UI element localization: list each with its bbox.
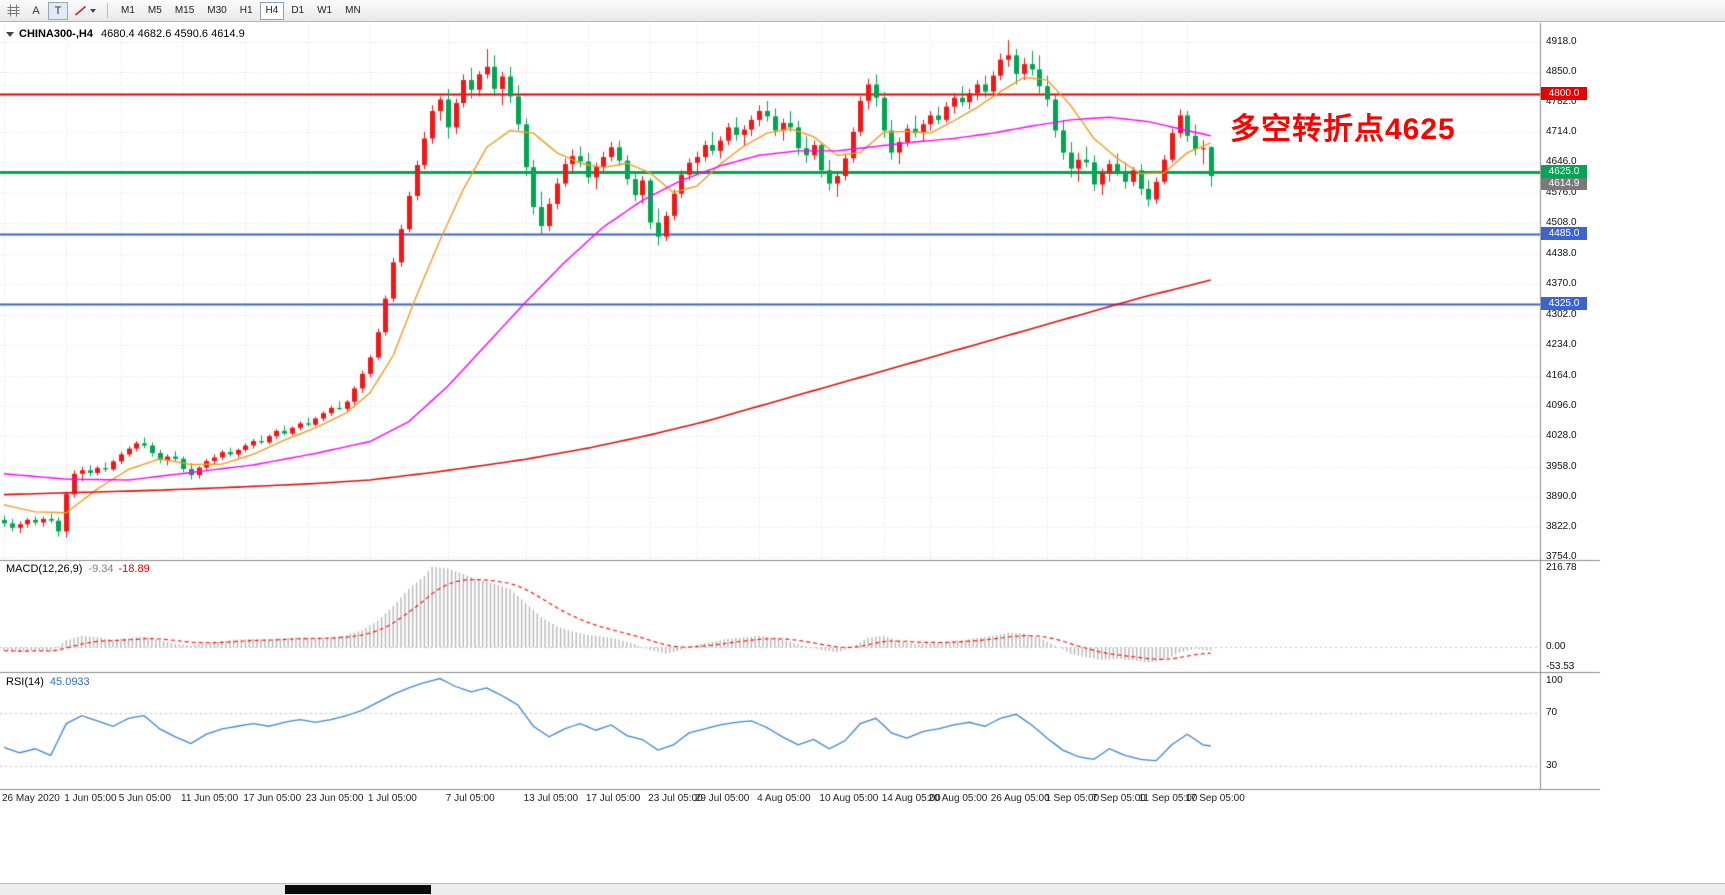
price-axis-label: 4096.0 [1546,399,1577,411]
text-tool-label: T [54,4,62,17]
time-axis-label: 1 Jul 05:00 [367,793,417,804]
time-axis-label: 29 Jul 05:00 [694,793,750,804]
ohlc-values: 4680.4 4682.6 4590.6 4614.9 [100,28,245,40]
timeframe-m5-button[interactable]: M5 [142,2,168,20]
symbol-collapse-icon[interactable] [6,32,14,37]
rsi-axis-label: 70 [1546,707,1558,718]
timeframe-d1-button[interactable]: D1 [285,2,310,20]
time-axis-label: 10 Aug 05:00 [819,793,879,804]
rsi-indicator-label: RSI(14) 45.0933 [6,676,90,688]
time-axis-label: 5 Jun 05:00 [118,793,172,804]
text-tool-button[interactable]: T [48,1,68,20]
price-axis-label: 3958.0 [1546,460,1577,472]
current-price-badge: 4614.9 [1541,177,1587,191]
time-axis-label: 1 Jun 05:00 [64,793,117,804]
time-axis-label: 17 Jul 05:00 [585,793,641,804]
time-axis-label: 14 Aug 05:00 [881,793,941,804]
grid-icon [7,4,20,17]
timeframe-m15-button[interactable]: M15 [169,2,200,20]
time-axis-label: 23 Jun 05:00 [305,793,364,804]
time-axis-label: 17 Jun 05:00 [243,793,302,804]
price-axis-label: 4508.0 [1546,217,1577,229]
time-axis-label: 26 Aug 05:00 [990,793,1050,804]
macd-axis-label: 0.00 [1546,641,1566,652]
price-axis-label: 4438.0 [1546,248,1577,260]
timeframe-m1-button[interactable]: M1 [115,2,141,20]
time-axis-label: 23 Jul 05:00 [648,793,703,804]
crosshair-tool-button[interactable] [3,2,24,20]
time-axis-label: 4 Aug 05:00 [757,793,811,804]
time-axis-label: 20 Aug 05:00 [928,793,988,804]
arrow-tool-button[interactable]: A [26,2,46,20]
time-axis-label: 17 Sep 05:00 [1185,793,1245,804]
price-axis-label: 4164.0 [1546,369,1577,381]
trendline-icon [75,5,86,16]
toolbar-separator [107,3,108,18]
price-axis-label: 3822.0 [1546,520,1577,532]
rsi-axis-label: 100 [1546,675,1563,686]
rsi-value: 45.0933 [49,676,90,688]
price-axis-label: 3890.0 [1546,490,1577,502]
price-line-badge: 4485.0 [1541,226,1587,240]
price-axis-label: 4576.0 [1546,187,1577,199]
timeframe-group: M1 M5 M15 M30 H1 H4 D1 W1 MN [115,1,367,20]
price-axis-label: 4370.0 [1546,278,1577,290]
price-axis-label: 3754.0 [1546,551,1577,562]
price-axis-label: 4782.0 [1546,96,1577,108]
price-annotation: 多空转折点4625 [1230,113,1456,146]
price-axis-label: 4234.0 [1546,338,1577,350]
time-axis-label: 11 Jun 05:00 [181,793,239,804]
main-toolbar: A T M1 M5 M15 M30 H1 H4 D1 W1 MN [0,0,1725,22]
macd-signal-value: -18.89 [118,563,150,575]
dropdown-arrow-icon [90,8,96,13]
macd-indicator-label: MACD(12,26,9) -9.34 -18.89 [6,563,150,575]
price-line-badge: 4625.0 [1541,164,1587,178]
macd-main-value: -9.34 [88,563,114,575]
rsi-axis-label: 30 [1546,760,1558,771]
timeframe-h4-button[interactable]: H4 [259,1,285,20]
time-axis-label: 11 Sep 05:00 [1138,793,1198,804]
price-axis-label: 4646.0 [1546,156,1577,168]
chart-title: CHINA300-,H4 4680.4 4682.6 4590.6 4614.9 [6,28,245,40]
time-axis-label: 26 May 2020 [2,793,60,804]
price-line-badge: 4325.0 [1541,297,1587,311]
timeframe-mn-button[interactable]: MN [339,2,367,20]
scrollbar-thumb[interactable] [285,885,431,894]
rsi-name: RSI(14) [6,676,44,688]
time-axis-label: 7 Sep 05:00 [1091,793,1146,804]
macd-name: MACD(12,26,9) [6,563,83,575]
shapes-tool-button[interactable] [70,2,100,20]
macd-axis-label: -53.53 [1546,661,1575,672]
time-axis-label: 1 Sep 05:00 [1045,793,1100,804]
price-line-badge: 4800.0 [1541,87,1587,101]
macd-axis-label: 216.78 [1546,562,1577,573]
price-axis-label: 4028.0 [1546,429,1577,441]
price-axis-label: 4302.0 [1546,308,1577,320]
timeframe-w1-button[interactable]: W1 [311,2,338,20]
arrow-tool-label: A [32,4,40,17]
time-axis-label: 7 Jul 05:00 [445,793,495,804]
timeframe-m30-button[interactable]: M30 [201,2,232,20]
price-axis-label: 4714.0 [1546,126,1577,138]
symbol-timeframe-label: CHINA300-,H4 [19,28,93,40]
time-axis-label: 13 Jul 05:00 [523,793,579,804]
horizontal-scrollbar[interactable] [0,883,1725,895]
price-axis-label: 4918.0 [1546,36,1577,47]
timeframe-h1-button[interactable]: H1 [234,2,259,20]
price-axis-label: 4850.0 [1546,66,1577,78]
